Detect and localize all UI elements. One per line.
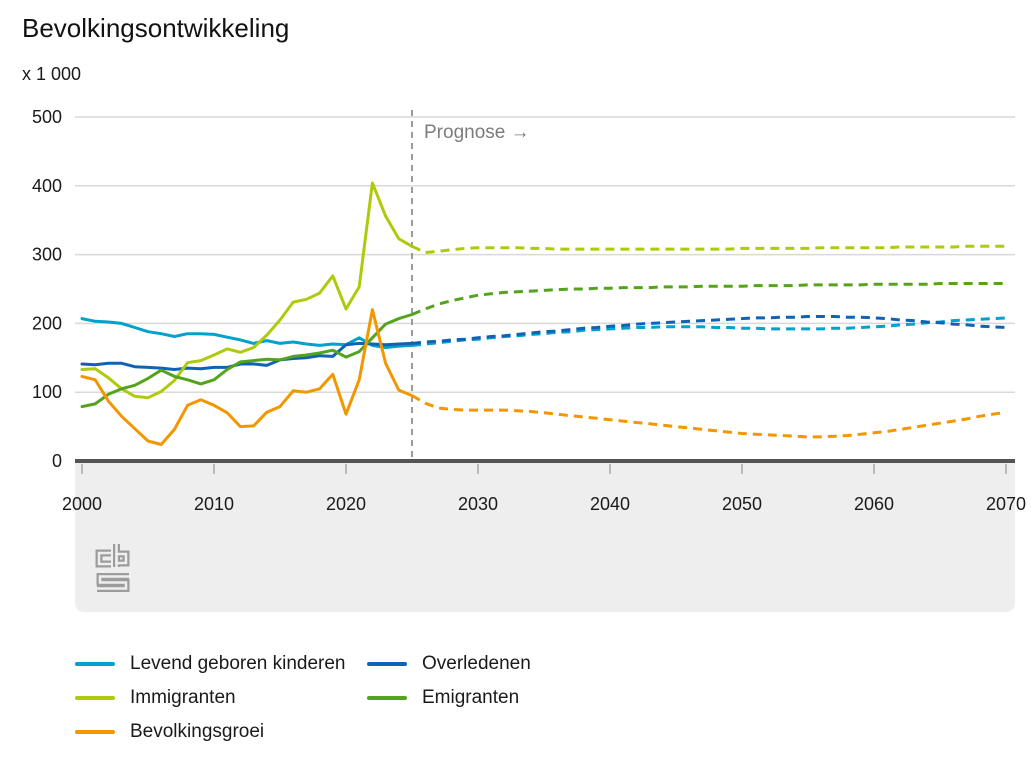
legend-swatch	[75, 696, 115, 700]
y-axis-labels: 0 100 200 300 400 500	[32, 107, 62, 471]
x-axis-tick-label: 2050	[722, 494, 762, 514]
x-axis-line	[75, 459, 1015, 463]
y-axis-tick-label: 0	[52, 451, 62, 471]
y-axis-tick-label: 400	[32, 176, 62, 196]
x-axis-ticks	[81, 464, 1007, 474]
y-axis-tick-label: 200	[32, 313, 62, 333]
legend-label: Levend geboren kinderen	[130, 653, 346, 674]
legend-swatch	[75, 730, 115, 734]
legend-item-overledenen[interactable]: Overledenen	[367, 652, 531, 676]
legend-item-emigranten[interactable]: Emigranten	[367, 686, 519, 710]
y-axis-unit-label: x 1 000	[22, 64, 82, 84]
series-line-overledenen-observed[interactable]	[80, 341, 414, 371]
series-line-overledenen-forecast[interactable]	[411, 315, 1007, 345]
legend-label: Overledenen	[422, 653, 531, 674]
x-axis-tick-label: 2010	[194, 494, 234, 514]
x-axis-tick-label: 2070	[986, 494, 1026, 514]
series-line-immigranten-forecast[interactable]	[411, 244, 1006, 254]
series-line-emigranten-forecast[interactable]	[411, 282, 1006, 316]
legend-label: Emigranten	[422, 687, 520, 708]
x-axis-tick-label: 2040	[590, 494, 630, 514]
y-gridlines	[75, 116, 1015, 393]
chart-title: Bevolkingsontwikkeling	[22, 13, 290, 43]
y-axis-tick-label: 100	[32, 382, 62, 402]
legend-label: Bevolkingsgroei	[130, 721, 265, 742]
x-axis-tick-label: 2000	[62, 494, 102, 514]
y-axis-tick-label: 500	[32, 107, 62, 127]
x-axis-labels: 2000 2010 2020 2030 2040 2050 2060 2070	[62, 494, 1026, 514]
legend-item-bevolkingsgroei[interactable]: Bevolkingsgroei	[75, 720, 264, 744]
legend-item-levend-geboren-kinderen[interactable]: Levend geboren kinderen	[75, 652, 346, 676]
legend-item-immigranten[interactable]: Immigranten	[75, 686, 236, 710]
cbs-logo	[95, 544, 130, 592]
prognose-label: Prognose →	[424, 122, 530, 143]
legend-swatch	[367, 696, 407, 700]
y-axis-tick-label: 300	[32, 245, 62, 265]
series-lines	[80, 181, 1007, 446]
x-axis-tick-label: 2030	[458, 494, 498, 514]
series-line-bevolkingsgroei-observed[interactable]	[80, 308, 414, 446]
series-line-levend-geboren-kinderen-forecast[interactable]	[411, 316, 1007, 347]
legend-swatch	[75, 662, 115, 666]
series-line-bevolkingsgroei-forecast[interactable]	[411, 394, 1007, 439]
series-line-emigranten-observed[interactable]	[80, 313, 414, 409]
legend-swatch	[367, 662, 407, 666]
legend-label: Immigranten	[130, 687, 236, 708]
x-axis-tick-label: 2060	[854, 494, 894, 514]
plot-footer-background	[75, 461, 1015, 612]
series-line-levend-geboren-kinderen-observed[interactable]	[80, 317, 414, 349]
series-line-immigranten-observed[interactable]	[80, 181, 414, 400]
x-axis-tick-label: 2020	[326, 494, 366, 514]
